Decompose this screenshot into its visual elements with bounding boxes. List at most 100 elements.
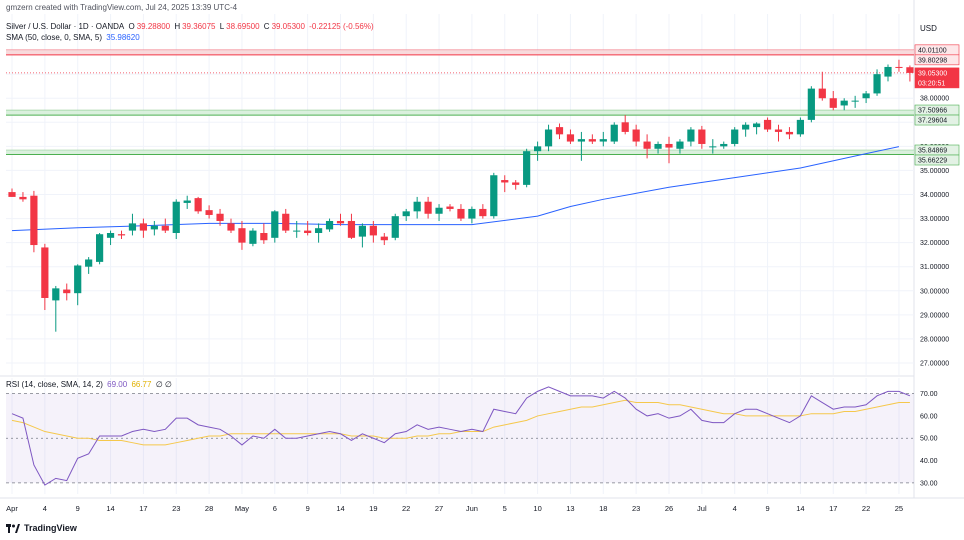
rsi-tick-label: 30.00 [920, 480, 938, 487]
tradingview-footer[interactable]: TradingView [6, 523, 77, 533]
candle-body [566, 134, 575, 142]
time-tick-label: 17 [139, 504, 147, 513]
time-tick-label: 10 [533, 504, 541, 513]
time-tick-label: 22 [862, 504, 870, 513]
price-label-text: 37.50966 [918, 108, 947, 115]
candle-body [753, 123, 761, 128]
candle-body [325, 220, 334, 230]
price-label-text: 35.84869 [918, 148, 947, 155]
rsi-legend: RSI (14, close, SMA, 14, 2) 69.00 66.77 … [6, 380, 174, 389]
candle-body [468, 208, 476, 219]
time-tick-label: Jul [697, 504, 707, 513]
price-tick-label: 32.00000 [920, 240, 949, 247]
candle-body [380, 236, 388, 241]
candle-body [413, 201, 421, 212]
zone-support-lower [6, 150, 914, 155]
candle-body [336, 220, 345, 224]
candle-body [172, 201, 180, 234]
symbol-legend: Silver / U.S. Dollar · 1D · OANDA O 39.28… [6, 22, 376, 31]
time-tick-label: 17 [829, 504, 837, 513]
candle-body [139, 223, 147, 231]
candle-body [161, 225, 169, 231]
candle-body [30, 195, 38, 246]
candle-body [194, 198, 202, 212]
candle-body [895, 66, 903, 68]
candle-body [106, 233, 115, 238]
ohlc-high-label: H [174, 22, 181, 31]
candle-body [293, 230, 301, 232]
price-tick-label: 34.00000 [920, 192, 949, 199]
candle-body [117, 234, 126, 236]
candle-body [512, 182, 520, 185]
ohlc-close-label: C [263, 22, 270, 31]
price-label-box [914, 114, 960, 126]
time-tick-label: 28 [205, 504, 213, 513]
sma-value: 35.98620 [106, 33, 140, 42]
tradingview-brand: TradingView [24, 523, 77, 533]
candle-body [304, 230, 312, 234]
sma-label: SMA (50, close, 0, SMA, 5) [6, 33, 103, 42]
rsi-extra: ∅ ∅ [155, 380, 172, 389]
rsi-line [11, 386, 911, 486]
price-tick-label: 29.00000 [920, 312, 949, 319]
candle-body [796, 119, 804, 135]
ohlc-low: 38.69500 [226, 22, 260, 31]
price-tick-label: 38.00000 [920, 96, 949, 103]
zone-support-upper [6, 110, 914, 116]
time-tick-label: 18 [599, 504, 607, 513]
time-tick-label: May [235, 504, 249, 513]
time-tick-label: 26 [665, 504, 673, 513]
candle-body [479, 208, 487, 217]
price-tick-label: 27.00000 [920, 360, 949, 367]
candle-body [96, 234, 104, 262]
time-tick-label: Apr [6, 504, 18, 513]
candle-body [742, 124, 750, 130]
time-tick-label: 6 [273, 504, 277, 513]
candle-body [424, 201, 432, 214]
candle-body [74, 265, 82, 294]
time-tick-label: 27 [435, 504, 443, 513]
candle-body [621, 122, 629, 132]
price-label-text: 35.66229 [918, 158, 947, 165]
time-tick-label: 9 [76, 504, 80, 513]
ohlc-open-label: O [128, 22, 135, 31]
candle-body [774, 129, 783, 132]
sma-legend: SMA (50, close, 0, SMA, 5) 35.98620 [6, 33, 142, 42]
candle-body [807, 88, 815, 120]
time-tick-label: 25 [895, 504, 903, 513]
candle-body [41, 247, 49, 298]
rsi-ma-value: 66.77 [131, 380, 152, 389]
candle-body [632, 129, 640, 142]
time-tick-label: 19 [369, 504, 377, 513]
candle-body [501, 180, 509, 183]
candle-body [840, 100, 848, 106]
candle-body [347, 220, 356, 238]
candle-body [8, 192, 16, 197]
ohlc-open: 39.28800 [136, 22, 171, 31]
candle-body [315, 228, 323, 234]
price-axis-unit: USD [920, 24, 937, 33]
candle-body [687, 129, 695, 142]
candle-body [818, 88, 826, 99]
candle-body [205, 210, 213, 215]
candle-body [720, 143, 728, 147]
time-tick-label: 4 [733, 504, 737, 513]
time-tick-label: 9 [306, 504, 310, 513]
candle-body [676, 141, 684, 149]
rsi-tick-label: 40.00 [920, 458, 938, 465]
price-tick-label: 31.00000 [920, 264, 949, 271]
candle-body [829, 98, 837, 108]
candle-body [884, 66, 892, 77]
rsi-tick-label: 70.00 [920, 391, 938, 398]
time-tick-label: 23 [632, 504, 640, 513]
time-tick-label: 23 [172, 504, 180, 513]
candle-body [52, 288, 60, 301]
candle-body [435, 207, 443, 214]
price-tick-label: 28.00000 [920, 336, 949, 343]
price-label-text: 40.01100 [918, 47, 947, 54]
candle-body [216, 213, 224, 221]
candle-body [369, 225, 377, 236]
candle-body [446, 206, 454, 209]
